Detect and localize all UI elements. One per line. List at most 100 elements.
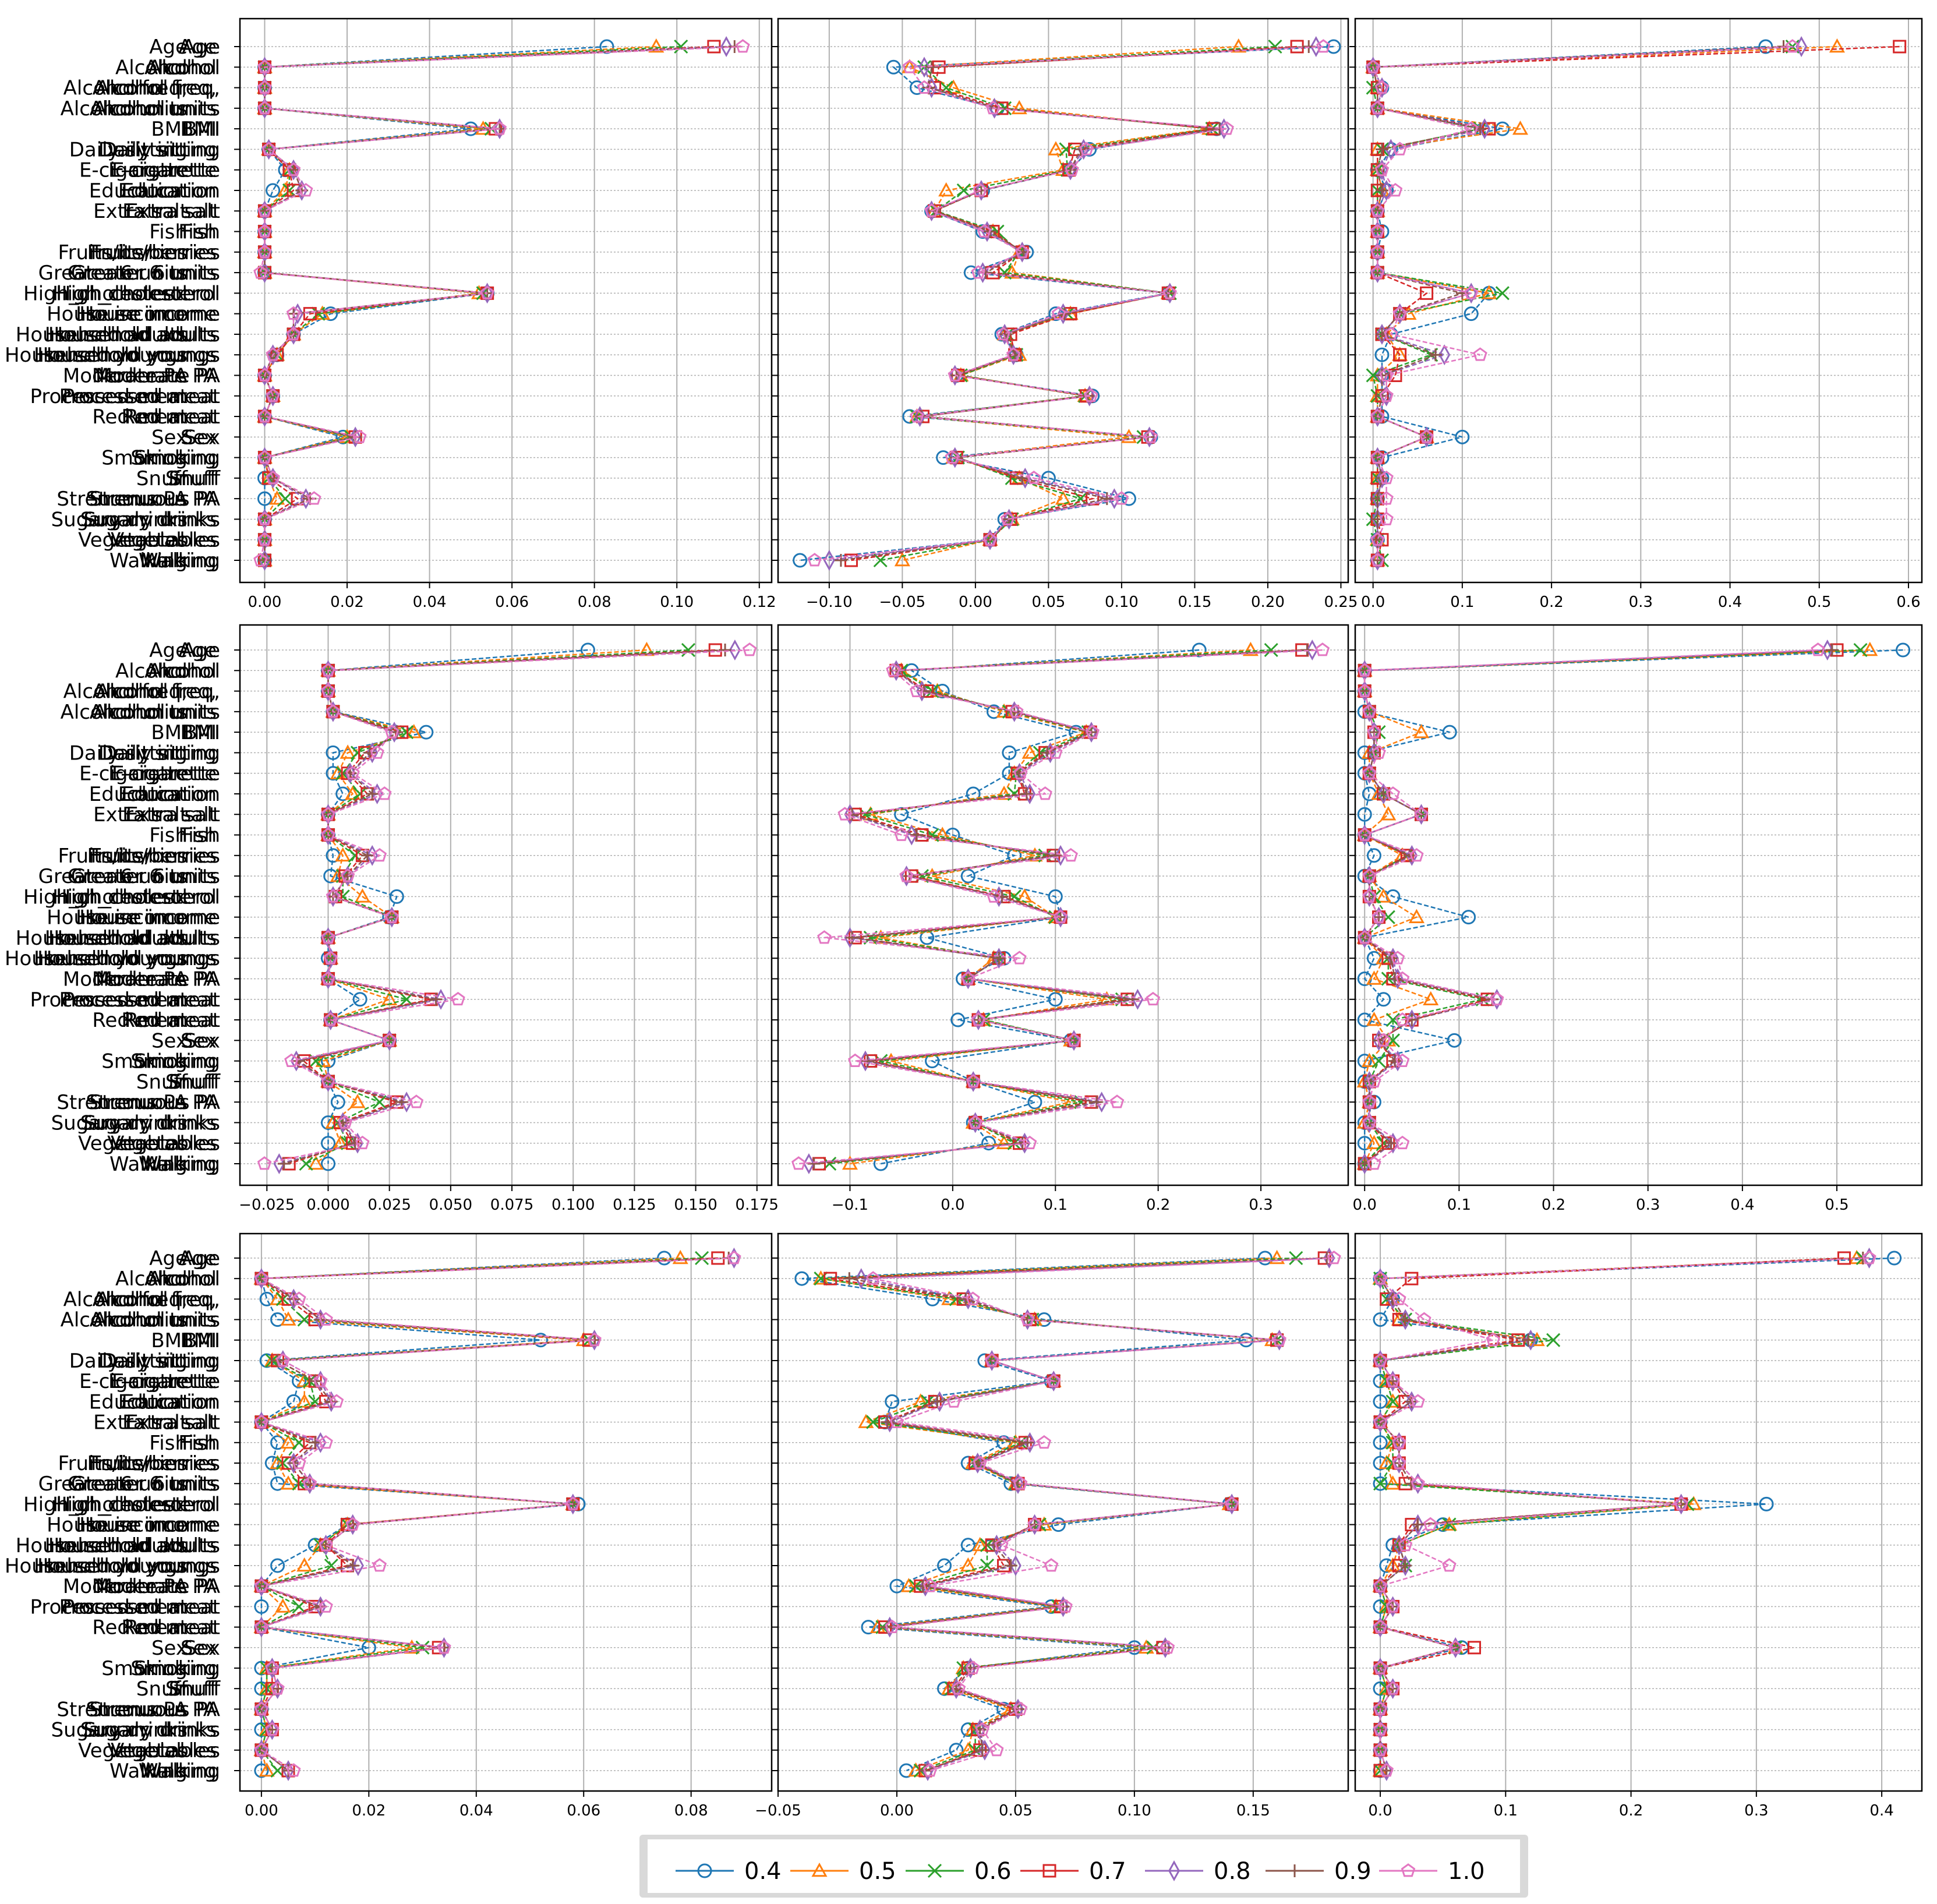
y-tick-label: High_cholesterol [56,282,220,305]
y-tick-label: Household youngs [5,947,188,970]
y-tick-label: Greater 6 units [38,1472,188,1496]
data-point-1.0 [989,1742,1004,1757]
data-point-0.9 [1021,1436,1034,1449]
y-tick-label: High_cholesterol [23,1493,188,1516]
data-point-0.6 [372,1095,387,1110]
data-point-0.8 [267,385,279,407]
data-point-0.8 [259,447,271,468]
data-point-1.0 [1370,224,1385,238]
series-line-1.0 [1362,649,1818,1165]
data-point-0.8 [1438,344,1451,366]
data-point-1.0 [1379,388,1394,402]
data-point-0.8 [303,1473,316,1495]
y-tick-label: Moderate PA [63,364,188,387]
data-point-0.9 [1404,849,1417,862]
data-point-1.0 [1385,1373,1400,1387]
data-point-0.8 [1374,1350,1387,1371]
data-point-0.7 [1893,40,1907,54]
data-point-0.6 [1373,1476,1388,1491]
series-line-0.6 [1378,1257,1863,1771]
data-point-0.8 [1380,385,1392,407]
panel-2: −0.10 −0.05 0.00 0.05 0.10 0.15 0.20 0.25AgeAlc… [5,17,1358,611]
data-point-0.8 [352,1555,364,1576]
data-point-1.0 [727,1251,741,1264]
data-point-0.7 [303,307,317,321]
data-point-0.7 [1837,1251,1851,1265]
data-point-1.0 [966,1291,980,1305]
data-point-1.0 [275,1353,291,1367]
data-point-1.0 [1419,429,1434,443]
data-point-0.5 [1862,641,1878,656]
data-point-0.8 [844,804,856,825]
data-point-1.0 [1224,1496,1239,1510]
data-point-1.0 [1058,1599,1073,1613]
data-point-1.0 [1862,1251,1876,1264]
data-point-1.0 [1000,511,1015,525]
data-point-0.6 [909,1579,923,1594]
data-point-0.4 [960,868,975,884]
data-point-1.0 [1162,285,1177,299]
data-point-0.4 [1455,429,1470,444]
data-point-1.0 [266,471,280,485]
y-tick-label: Processed meat [59,385,217,408]
data-point-1.0 [971,1012,986,1026]
plot-area [778,625,1348,1185]
data-point-0.4 [266,183,281,198]
data-point-0.8 [967,1071,980,1092]
data-point-0.8 [322,968,334,990]
data-point-0.4 [264,1456,280,1471]
data-point-0.7 [1405,1271,1419,1285]
data-point-0.9 [266,471,280,485]
y-tick-label: Sugary drinks [51,1719,188,1742]
data-point-0.5 [340,744,356,759]
y-tick-label: Fruits/berries [87,1452,217,1475]
legend: 0.4 0.5 0.6 0.7 0.8 0.9 1.0 [639,1835,1528,1898]
data-point-1.0 [1362,1094,1377,1108]
data-point-1.0 [321,683,335,697]
x-tick-label: 0.5 [1825,1196,1848,1214]
data-point-0.4 [1373,1435,1388,1450]
data-point-0.8 [1491,988,1503,1010]
data-point-0.8 [259,365,271,386]
data-point-1.0 [409,1094,424,1108]
data-point-0.8 [1465,282,1478,304]
data-point-0.9 [1386,1375,1399,1388]
y-tick-label: Walking [109,1760,188,1783]
series-line-1.0 [798,649,1323,1165]
data-point-0.8 [1380,1760,1392,1781]
data-point-1.0 [966,1074,981,1088]
x-tick-label: −0.1 [832,1196,868,1214]
data-point-1.0 [265,1661,280,1675]
data-point-1.0 [1473,347,1487,361]
data-point-1.0 [922,1763,938,1777]
data-point-0.9 [1016,471,1029,485]
data-point-0.5 [938,182,955,197]
data-point-0.8 [322,680,334,702]
y-tick-label: Red meat [121,1616,217,1640]
data-point-0.6 [1546,1333,1561,1347]
data-point-0.9 [1399,1313,1412,1326]
y-tick-label: Red meat [92,405,188,429]
y-tick-label: Moderate PA [96,1575,220,1598]
data-point-0.4 [935,684,950,699]
y-tick-label: Moderate PA [63,967,188,991]
data-point-0.5 [335,847,351,862]
y-tick-label: Alcohol freq, [93,77,217,100]
data-point-0.8 [347,1514,359,1535]
data-point-0.5 [1231,38,1247,53]
data-point-0.8 [1374,1739,1387,1761]
data-point-0.8 [1372,447,1384,468]
data-point-0.4 [1464,306,1479,322]
data-point-1.0 [917,80,932,94]
data-point-1.0 [266,388,280,402]
y-tick-label: E-cigarette [108,762,217,786]
y-tick-label: House income [79,303,220,326]
data-point-0.4 [950,1012,966,1027]
data-point-0.8 [1008,344,1020,366]
plot-area [240,1234,772,1791]
data-point-0.5 [296,1393,313,1408]
data-point-1.0 [1392,1291,1406,1305]
legend-label: 0.9 [1334,1858,1372,1885]
y-tick-label: Extra salt [93,200,188,223]
data-point-0.8 [859,1050,871,1072]
